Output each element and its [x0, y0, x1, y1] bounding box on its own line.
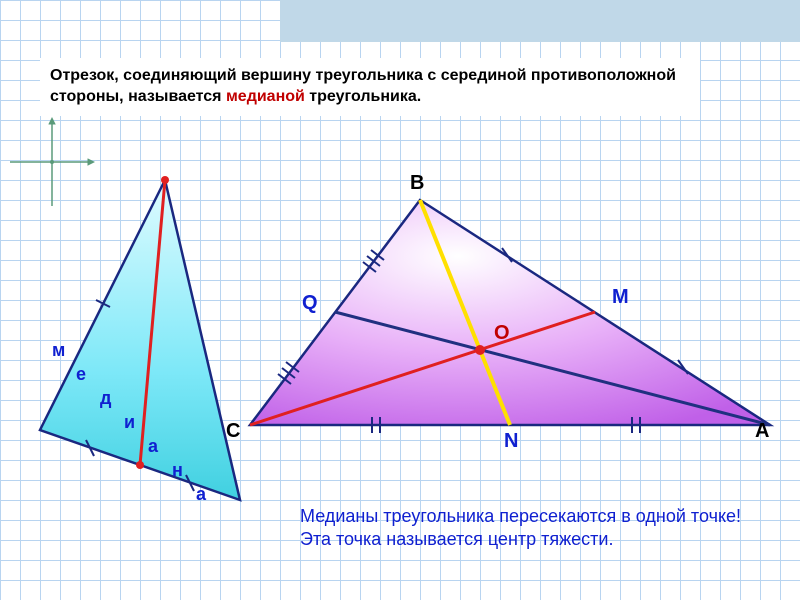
label-A: A	[755, 420, 769, 443]
median-letter-6: а	[196, 484, 206, 505]
label-M: M	[612, 286, 629, 309]
bottom-line-2: Эта точка называется центр тяжести.	[300, 528, 800, 551]
median-letter-3: и	[124, 412, 135, 433]
median-letter-2: д	[100, 388, 111, 409]
left-triangle	[40, 176, 240, 500]
median-letter-4: а	[148, 436, 158, 457]
bottom-text: Медианы треугольника пересекаются в одно…	[300, 505, 800, 550]
label-N: N	[504, 430, 518, 453]
median-letter-1: е	[76, 364, 86, 385]
median-letter-0: м	[52, 340, 65, 361]
mini-axes	[10, 120, 92, 206]
centroid-point	[475, 345, 485, 355]
median-letter-5: н	[172, 460, 183, 481]
bottom-line-1: Медианы треугольника пересекаются в одно…	[300, 505, 800, 528]
label-O: O	[494, 322, 510, 345]
label-B: B	[410, 172, 424, 195]
label-C: C	[226, 420, 240, 443]
label-Q: Q	[302, 292, 318, 315]
right-triangle	[250, 200, 770, 433]
